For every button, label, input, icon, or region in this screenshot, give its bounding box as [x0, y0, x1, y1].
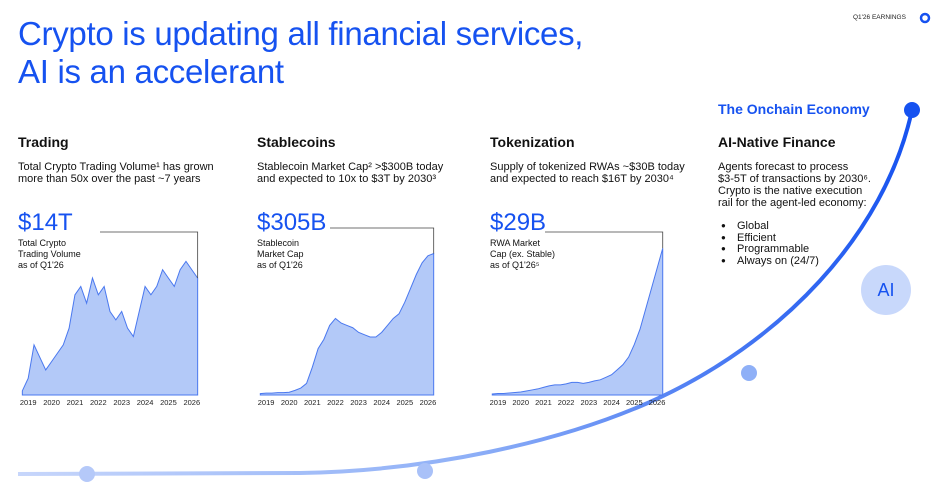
- bullet-dot: ●: [721, 232, 726, 242]
- figure-note: RWA Market: [490, 238, 541, 248]
- figure-note: as of Q1'26⁵: [490, 260, 540, 270]
- area: [259, 252, 435, 396]
- bullet-dot: ●: [721, 221, 726, 230]
- ai-circle: [861, 265, 911, 315]
- x-tick-label: 2023: [581, 398, 598, 407]
- onchain-label: The Onchain Economy: [718, 101, 870, 117]
- x-tick-label: 2021: [304, 398, 321, 407]
- bullet: Global: [737, 220, 769, 232]
- section-description: Crypto is the native execution: [718, 185, 863, 197]
- x-tick-label: 2020: [281, 398, 298, 407]
- section-description: and expected to 10x to $3T by 2030³: [257, 173, 436, 185]
- figure-note: Cap (ex. Stable): [490, 249, 556, 259]
- x-tick-label: 2023: [113, 398, 130, 407]
- bullet-dot: ●: [721, 244, 726, 253]
- section-description: Supply of tokenized RWAs ~$30B today: [490, 161, 685, 173]
- x-tick-label: 2019: [490, 398, 507, 407]
- x-tick-label: 2024: [373, 398, 390, 407]
- section-title: AI-Native Finance: [718, 134, 836, 150]
- x-tick-label: 2024: [603, 398, 620, 407]
- bullet-dot: ●: [721, 255, 726, 265]
- headline-figure: $14T: [18, 209, 73, 236]
- x-tick-label: 2025: [396, 398, 413, 407]
- x-tick-label: 2026: [420, 398, 437, 407]
- section-description: Stablecoin Market Cap² >$300B today: [257, 161, 444, 173]
- section-description: Total Crypto Trading Volume¹ has grown: [18, 161, 214, 173]
- annotation-leader: [100, 231, 199, 279]
- x-tick-label: 2026: [183, 398, 200, 407]
- section-description: rail for the agent-led economy:: [718, 197, 867, 209]
- figure-note: as of Q1'26: [257, 260, 303, 270]
- curve-node: [904, 102, 920, 118]
- logo: [919, 12, 931, 24]
- slide-title: AI is an accelerant: [18, 53, 284, 90]
- slide-title: Crypto is updating all financial service…: [18, 15, 584, 52]
- x-tick-label: 2020: [512, 398, 529, 407]
- curve-node: [417, 463, 433, 479]
- x-tick-label: 2022: [327, 398, 344, 407]
- x-tick-label: 2019: [258, 398, 275, 407]
- x-tick-label: 2025: [626, 398, 643, 407]
- x-tick-label: 2022: [90, 398, 107, 407]
- annotation-leader: [330, 227, 435, 254]
- x-tick-label: 2022: [558, 398, 575, 407]
- x-tick-label: 2024: [137, 398, 154, 407]
- curve-node: [741, 365, 757, 381]
- section-description: Agents forecast to process: [718, 161, 849, 173]
- bullet: Efficient: [737, 231, 776, 244]
- section-title: Trading: [18, 134, 69, 150]
- section-title: Tokenization: [490, 134, 575, 150]
- bullet: Always on (24/7): [737, 254, 819, 267]
- headline-figure: $305B: [257, 209, 327, 236]
- bullet: Programmable: [737, 243, 810, 255]
- curve-node: [79, 466, 95, 482]
- section-description: $3-5T of transactions by 2030⁶.: [718, 173, 871, 185]
- figure-note: Market Cap: [257, 249, 304, 259]
- area: [21, 260, 199, 396]
- x-tick-label: 2021: [67, 398, 84, 407]
- headline-figure: $29B: [490, 209, 547, 236]
- section-description: more than 50x over the past ~7 years: [18, 173, 201, 185]
- x-tick-label: 2026: [649, 398, 666, 407]
- figure-note: Stablecoin: [257, 238, 300, 248]
- annotation-leader: [545, 231, 664, 249]
- earnings-badge: Q1'26 EARNINGS: [853, 14, 906, 21]
- figure-note: Total Crypto: [18, 238, 67, 248]
- growth-curve: [17, 109, 914, 476]
- x-tick-label: 2020: [43, 398, 60, 407]
- x-tick-label: 2023: [350, 398, 367, 407]
- section-description: and expected to reach $16T by 2030⁴: [490, 173, 674, 185]
- section-title: Stablecoins: [257, 134, 336, 150]
- x-tick-label: 2021: [535, 398, 552, 407]
- x-tick-label: 2019: [20, 398, 37, 407]
- ai-label: AI: [877, 280, 894, 300]
- x-tick-label: 2025: [160, 398, 177, 407]
- figure-note: as of Q1'26: [18, 260, 64, 270]
- figure-note: Trading Volume: [18, 249, 81, 259]
- area: [491, 248, 664, 396]
